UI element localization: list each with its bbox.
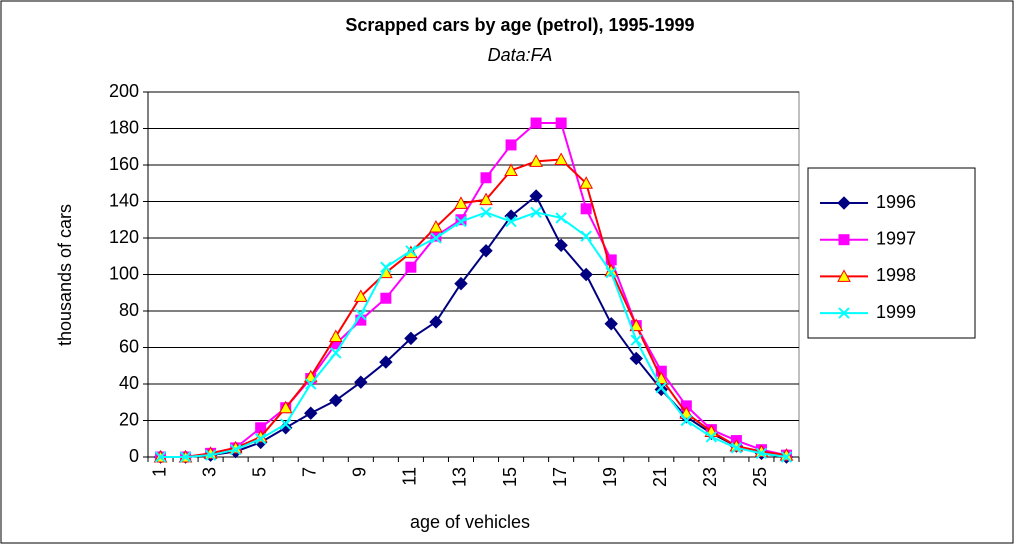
- data-point: [330, 347, 342, 359]
- legend-marker: [837, 269, 851, 282]
- x-axis-label: age of vehicles: [410, 512, 530, 532]
- data-point: [454, 196, 468, 209]
- x-tick-label: 9: [350, 467, 370, 477]
- x-tick-label: 15: [500, 467, 520, 487]
- data-point: [554, 238, 568, 253]
- data-point: [555, 212, 567, 224]
- data-point: [605, 266, 617, 279]
- x-tick-label: 21: [650, 467, 670, 487]
- data-point: [429, 315, 443, 329]
- x-tick-label: 17: [550, 467, 570, 487]
- data-point: [730, 442, 743, 454]
- data-point: [479, 192, 493, 206]
- data-point: [379, 355, 393, 369]
- data-point: [204, 449, 217, 461]
- data-point: [354, 375, 368, 389]
- y-tick-label: 200: [109, 81, 139, 101]
- data-point: [530, 206, 542, 219]
- data-point: [429, 220, 443, 233]
- data-point: [380, 261, 392, 273]
- data-point: [405, 261, 417, 273]
- chart-title: Scrapped cars by age (petrol), 1995-1999: [345, 15, 694, 35]
- data-point: [504, 163, 518, 176]
- data-point: [380, 292, 392, 304]
- data-point: [630, 334, 642, 346]
- data-point: [604, 317, 618, 331]
- x-tick-label: 13: [450, 467, 470, 487]
- data-point: [430, 232, 442, 244]
- data-point: [353, 289, 368, 302]
- data-point: [480, 206, 492, 219]
- data-point: [154, 451, 167, 463]
- data-point: [355, 308, 367, 321]
- legend-label: 1999: [876, 302, 916, 322]
- data-point: [455, 215, 467, 228]
- x-tick-label: 1: [149, 467, 169, 477]
- data-point: [254, 433, 267, 445]
- data-point: [755, 447, 768, 460]
- chart-subtitle: Data:FA: [488, 45, 553, 65]
- data-point: [580, 203, 592, 215]
- x-tick-label: 3: [199, 467, 219, 477]
- data-point: [404, 331, 418, 346]
- legend-label: 1998: [876, 265, 916, 285]
- data-point: [229, 443, 242, 456]
- legend-marker: [837, 196, 851, 210]
- legend-marker: [838, 307, 850, 319]
- y-tick-label: 120: [109, 227, 139, 247]
- data-point: [629, 351, 643, 366]
- y-tick-label: 20: [119, 409, 139, 429]
- legend: [807, 167, 976, 339]
- x-tick-label: 25: [750, 467, 770, 487]
- data-point: [555, 117, 567, 129]
- data-point: [530, 117, 542, 129]
- data-point: [579, 176, 594, 189]
- data-point: [554, 152, 568, 166]
- y-axis-label: thousands of cars: [55, 204, 75, 346]
- data-point: [454, 276, 468, 291]
- data-point: [278, 400, 293, 414]
- legend-label: 1996: [876, 192, 916, 212]
- data-point: [329, 393, 343, 408]
- legend-marker: [838, 234, 850, 246]
- y-tick-label: 80: [119, 300, 139, 320]
- data-point: [505, 139, 517, 151]
- data-point: [655, 381, 667, 394]
- data-point: [305, 378, 317, 390]
- y-tick-label: 60: [119, 336, 139, 356]
- y-tick-label: 140: [109, 190, 139, 210]
- x-tick-label: 7: [300, 467, 320, 477]
- x-tick-label: 19: [600, 467, 620, 487]
- data-point: [328, 329, 343, 343]
- data-point: [405, 245, 417, 257]
- y-tick-label: 40: [119, 373, 139, 393]
- data-point: [529, 189, 543, 203]
- data-point: [780, 451, 793, 463]
- series: [154, 206, 793, 463]
- data-point: [629, 318, 644, 332]
- data-point: [479, 244, 493, 258]
- data-point: [680, 414, 693, 427]
- data-point: [505, 215, 517, 228]
- data-point: [280, 418, 292, 430]
- x-tick-label: 5: [249, 467, 269, 477]
- x-tick-label: 23: [700, 467, 720, 487]
- data-point: [529, 154, 543, 167]
- data-point: [580, 230, 592, 242]
- x-tick-label: 11: [400, 467, 420, 486]
- series-line: [160, 158, 787, 458]
- data-point: [705, 431, 718, 443]
- y-tick-label: 180: [109, 117, 139, 137]
- y-tick-label: 0: [129, 446, 139, 466]
- legend-label: 1997: [876, 228, 916, 248]
- data-point: [579, 267, 593, 282]
- y-tick-label: 160: [109, 154, 139, 174]
- data-point: [480, 172, 492, 184]
- data-point: [179, 451, 192, 463]
- y-tick-label: 100: [109, 263, 139, 283]
- data-point: [304, 406, 318, 420]
